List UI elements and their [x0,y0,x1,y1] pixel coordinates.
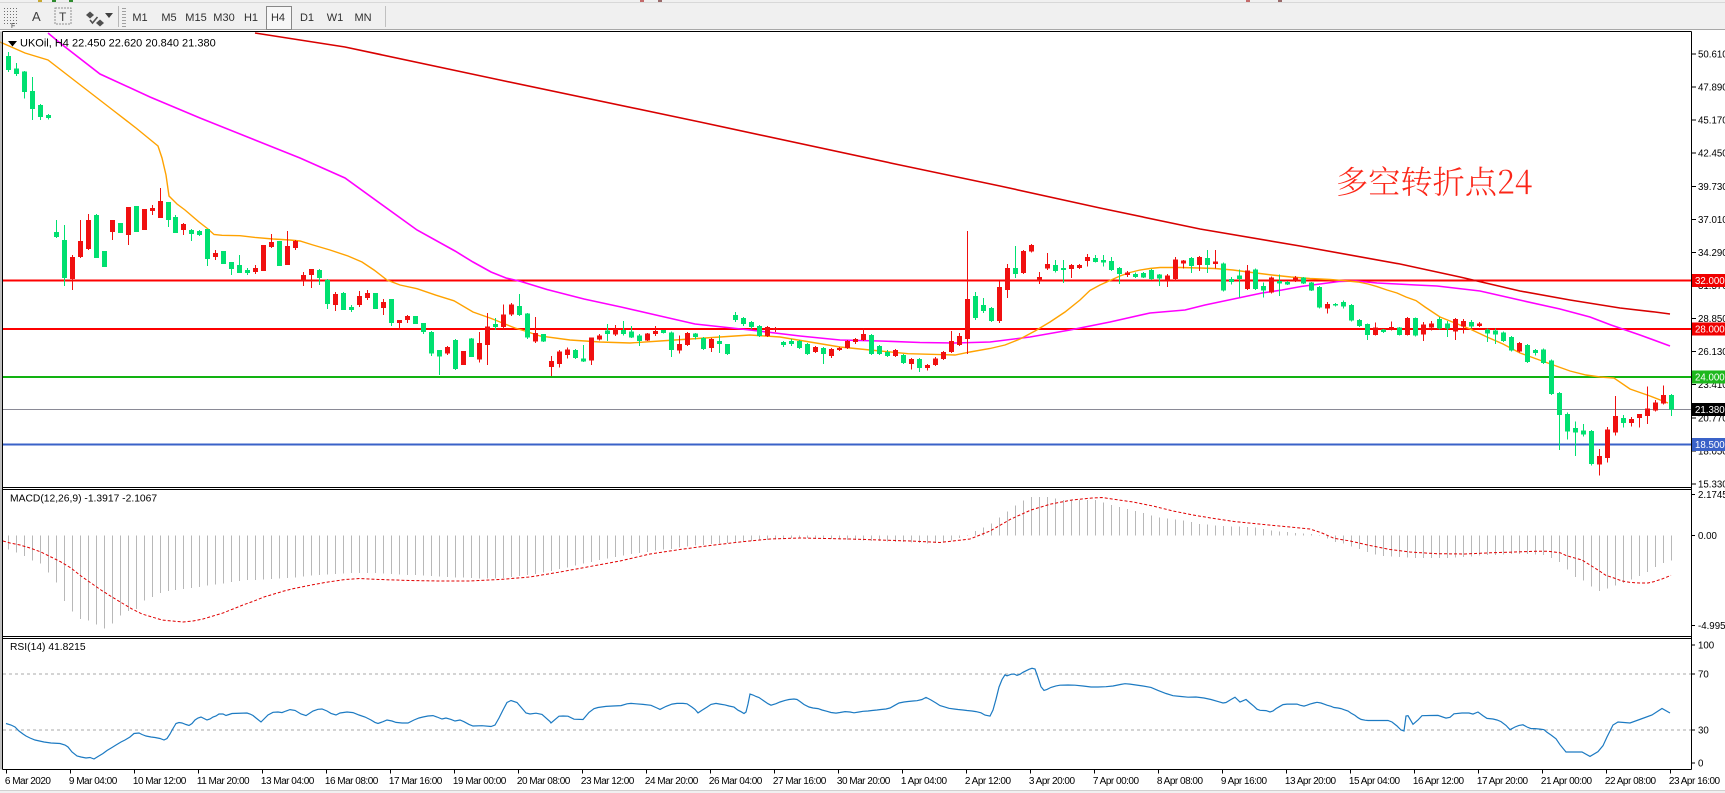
svg-text:D1: D1 [300,12,314,24]
svg-text:0: 0 [1698,759,1704,770]
svg-text:3 Apr 20:00: 3 Apr 20:00 [1029,776,1076,787]
svg-text:H1: H1 [244,12,258,24]
svg-text:17 Apr 20:00: 17 Apr 20:00 [1477,776,1529,787]
svg-text:24.000: 24.000 [1695,373,1725,384]
svg-text:T: T [59,10,67,24]
svg-text:23 Mar 12:00: 23 Mar 12:00 [581,776,635,787]
svg-text:42.450: 42.450 [1698,149,1725,160]
svg-text:16 Apr 12:00: 16 Apr 12:00 [1413,776,1465,787]
svg-text:28.850: 28.850 [1698,314,1725,325]
svg-text:23.410: 23.410 [1698,380,1725,391]
svg-text:19 Mar 00:00: 19 Mar 00:00 [453,776,507,787]
svg-text:24 Mar 20:00: 24 Mar 20:00 [645,776,699,787]
svg-text:18.050: 18.050 [1698,446,1725,457]
svg-text:34.290: 34.290 [1698,248,1725,259]
svg-text:0.00: 0.00 [1698,531,1717,542]
svg-text:20.770: 20.770 [1698,413,1725,424]
svg-text:22 Apr 08:00: 22 Apr 08:00 [1605,776,1657,787]
svg-text:37.010: 37.010 [1698,215,1725,226]
svg-text:A: A [32,9,41,24]
svg-text:-4.9955: -4.9955 [1698,621,1725,632]
svg-text:13 Mar 04:00: 13 Mar 04:00 [261,776,315,787]
svg-text:H4: H4 [271,12,285,24]
svg-text:UKOil, H4 22.450 22.620 20.84: UKOil, H4 22.450 22.620 20.840 21.380 [20,38,216,50]
svg-text:2 Apr 12:00: 2 Apr 12:00 [965,776,1012,787]
svg-text:16 Mar 08:00: 16 Mar 08:00 [325,776,379,787]
svg-text:17 Mar 16:00: 17 Mar 16:00 [389,776,443,787]
svg-text:26.130: 26.130 [1698,347,1725,358]
svg-text:27 Mar 16:00: 27 Mar 16:00 [773,776,827,787]
svg-text:9 Mar 04:00: 9 Mar 04:00 [69,776,118,787]
svg-text:13 Apr 20:00: 13 Apr 20:00 [1285,776,1337,787]
svg-text:8 Apr 08:00: 8 Apr 08:00 [1157,776,1204,787]
svg-text:F: F [11,23,15,30]
svg-text:30: 30 [1698,726,1709,737]
svg-text:15 Apr 04:00: 15 Apr 04:00 [1349,776,1401,787]
svg-text:45.170: 45.170 [1698,116,1725,127]
svg-text:50.610: 50.610 [1698,50,1725,61]
svg-text:100: 100 [1698,641,1715,652]
svg-text:W1: W1 [327,12,344,24]
svg-text:30 Mar 20:00: 30 Mar 20:00 [837,776,891,787]
svg-text:18.500: 18.500 [1695,440,1725,451]
svg-text:M15: M15 [185,12,206,24]
svg-text:10 Mar 12:00: 10 Mar 12:00 [133,776,187,787]
svg-text:9 Apr 16:00: 9 Apr 16:00 [1221,776,1268,787]
svg-text:2.1745: 2.1745 [1698,490,1725,501]
svg-text:32.000: 32.000 [1695,276,1725,287]
svg-text:23 Apr 16:00: 23 Apr 16:00 [1669,776,1721,787]
svg-text:MACD(12,26,9) -1.3917 -2.1067: MACD(12,26,9) -1.3917 -2.1067 [10,494,157,505]
svg-text:7 Apr 00:00: 7 Apr 00:00 [1093,776,1140,787]
svg-text:39.730: 39.730 [1698,182,1725,193]
svg-text:15.330: 15.330 [1698,479,1725,490]
svg-text:M30: M30 [213,12,234,24]
svg-text:M5: M5 [161,12,176,24]
svg-text:MN: MN [354,12,371,24]
svg-text:26 Mar 04:00: 26 Mar 04:00 [709,776,763,787]
svg-text:1 Apr 04:00: 1 Apr 04:00 [901,776,948,787]
svg-text:70: 70 [1698,670,1709,681]
svg-text:M1: M1 [132,12,147,24]
svg-text:11 Mar 20:00: 11 Mar 20:00 [197,776,250,787]
svg-text:20 Mar 08:00: 20 Mar 08:00 [517,776,571,787]
svg-text:6 Mar 2020: 6 Mar 2020 [5,776,52,787]
svg-text:21 Apr 00:00: 21 Apr 00:00 [1541,776,1593,787]
svg-text:21.380: 21.380 [1695,405,1725,416]
svg-text:RSI(14) 41.8215: RSI(14) 41.8215 [10,642,86,653]
svg-text:47.890: 47.890 [1698,83,1725,94]
svg-text:28.000: 28.000 [1695,325,1725,336]
